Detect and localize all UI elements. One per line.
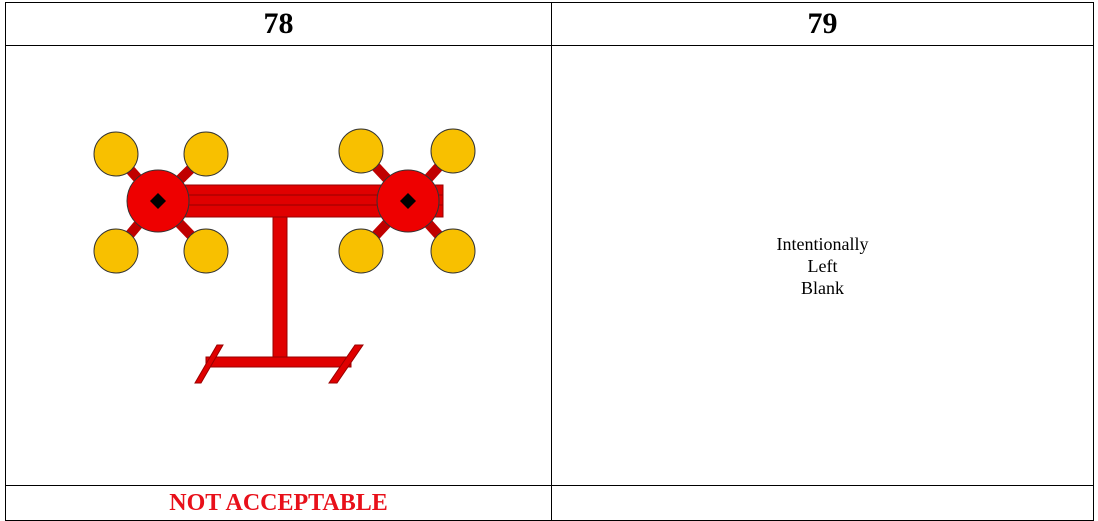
header-cell: 78 <box>5 2 552 46</box>
blank-text: Left <box>807 255 838 276</box>
blank-text: Blank <box>801 277 844 298</box>
blank-cell: Intentionally Left Blank <box>551 45 1094 486</box>
blank-text: Intentionally <box>776 233 869 254</box>
document: 78 79 <box>5 2 1094 521</box>
footer-cell <box>551 485 1094 521</box>
footer-cell: NOT ACCEPTABLE <box>5 485 552 521</box>
header-cell: 79 <box>551 2 1094 46</box>
target-drawing <box>93 128 476 384</box>
image-cell <box>5 45 552 486</box>
table: 78 79 <box>5 2 1094 521</box>
